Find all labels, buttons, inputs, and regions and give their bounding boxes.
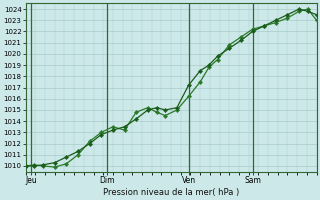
X-axis label: Pression niveau de la mer( hPa ): Pression niveau de la mer( hPa ) bbox=[103, 188, 239, 197]
